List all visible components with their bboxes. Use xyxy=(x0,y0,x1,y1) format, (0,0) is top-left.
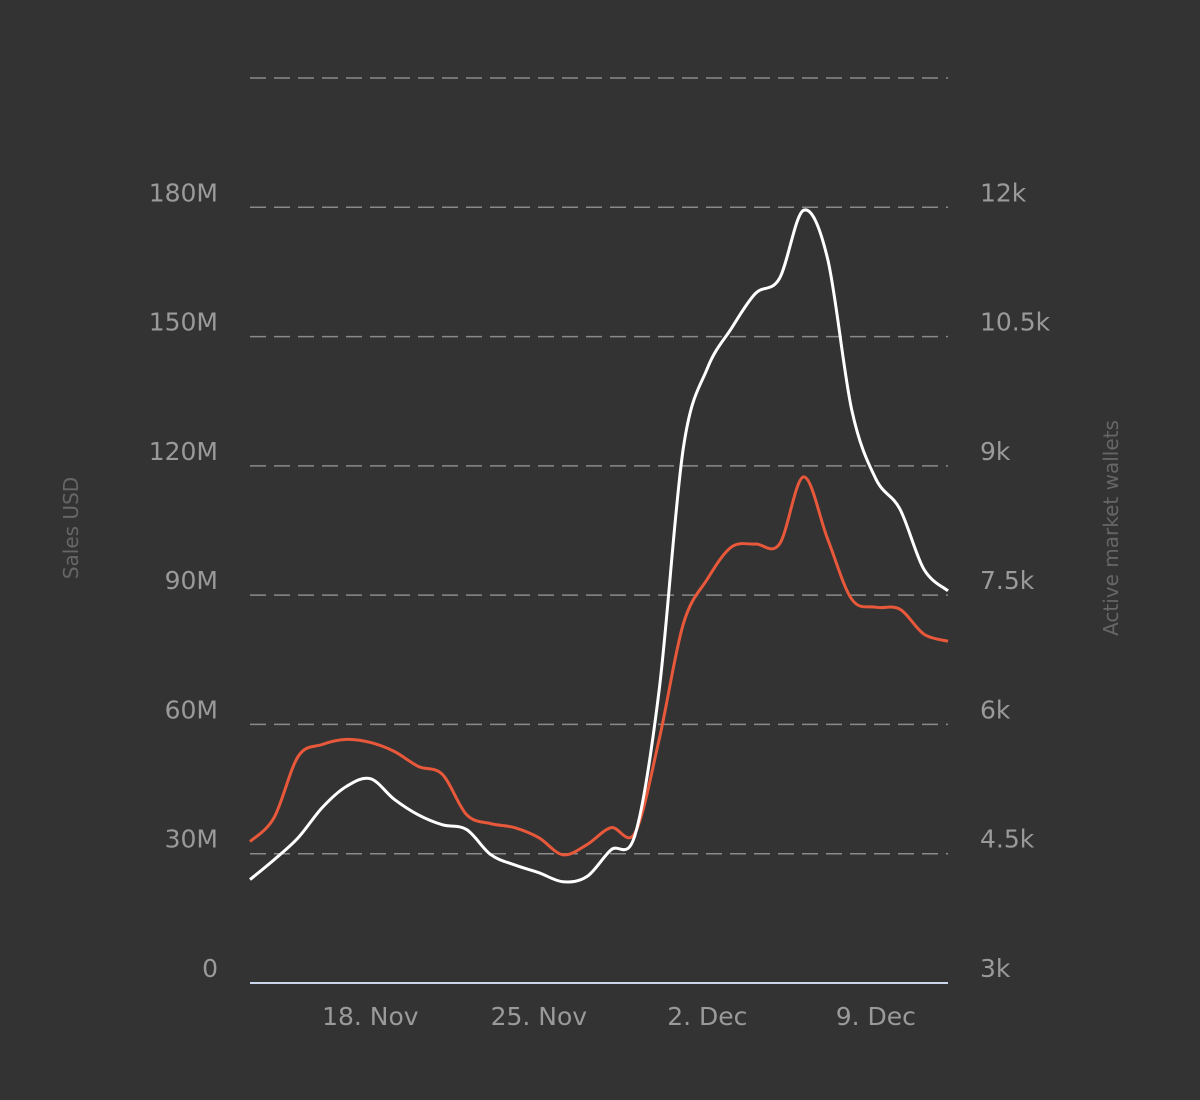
series-group xyxy=(248,208,949,884)
right-tick-label: 4.5k xyxy=(980,825,1035,854)
x-tick-label: 2. Dec xyxy=(667,1002,747,1031)
x-tick-label: 18. Nov xyxy=(322,1002,419,1031)
left-tick-label: 120M xyxy=(149,437,218,466)
right-tick-label: 6k xyxy=(980,695,1011,724)
x-axis-ticks: 18. Nov 25. Nov 2. Dec 9. Dec xyxy=(322,1002,916,1031)
series-line-left-axis xyxy=(249,208,949,884)
right-tick-label: 10.5k xyxy=(980,308,1051,337)
left-tick-label: 150M xyxy=(149,308,218,337)
right-tick-label: 12k xyxy=(980,178,1027,207)
grid-lines xyxy=(250,77,948,855)
right-axis-ticks: 3k 4.5k 6k 7.5k 9k 10.5k 12k xyxy=(980,178,1051,983)
left-axis-ticks: 0 30M 60M 90M 120M 150M 180M xyxy=(149,178,218,983)
right-axis-title: Active market wallets xyxy=(1099,420,1123,636)
left-tick-label: 180M xyxy=(149,178,218,207)
series-line-right-axis xyxy=(248,475,949,857)
left-tick-label: 0 xyxy=(202,954,218,983)
left-tick-label: 30M xyxy=(165,825,218,854)
left-tick-label: 90M xyxy=(165,566,218,595)
x-tick-label: 9. Dec xyxy=(836,1002,916,1031)
left-tick-label: 60M xyxy=(165,695,218,724)
left-axis-title: Sales USD xyxy=(59,477,83,579)
right-tick-label: 9k xyxy=(980,437,1011,466)
x-tick-label: 25. Nov xyxy=(491,1002,588,1031)
right-tick-label: 7.5k xyxy=(980,566,1035,595)
right-tick-label: 3k xyxy=(980,954,1011,983)
